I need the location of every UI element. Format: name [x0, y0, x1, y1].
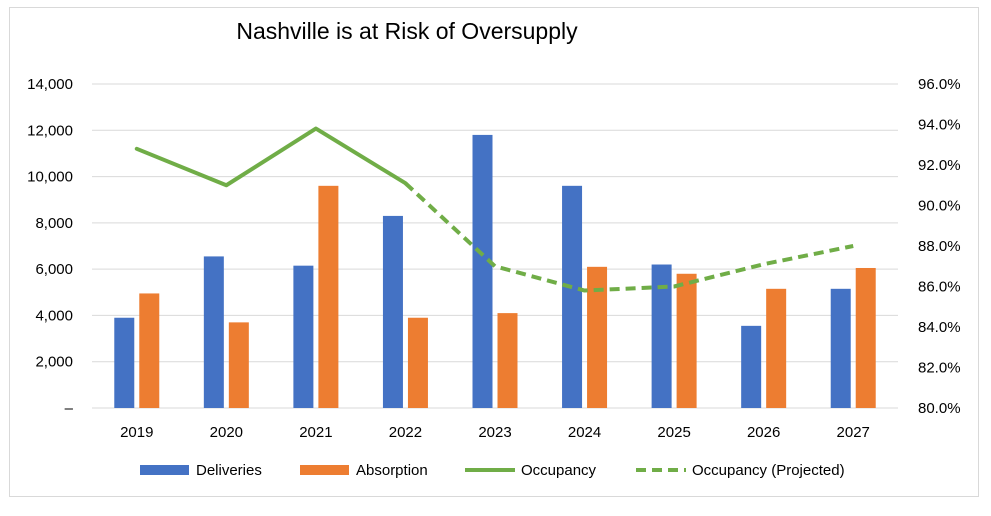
left-tick-label: 4,000: [35, 307, 73, 324]
left-tick-label: 12,000: [27, 122, 73, 139]
bar-deliveries: [830, 288, 851, 408]
line-layer: [134, 126, 854, 293]
bar-absorption: [318, 185, 339, 408]
bar-absorption: [587, 266, 608, 408]
x-tick-label: 2019: [120, 424, 153, 441]
right-tick-label: 96.0%: [918, 76, 961, 93]
left-tick-label: 2,000: [35, 354, 73, 371]
right-tick-label: 82.0%: [918, 360, 961, 377]
line-occupancy-projected-: [404, 181, 854, 293]
bar-absorption: [139, 293, 160, 408]
bar-layer: [114, 134, 876, 408]
bar-deliveries: [741, 325, 762, 408]
bar-deliveries: [651, 264, 672, 408]
x-tick-label: 2020: [210, 424, 243, 441]
x-tick-label: 2021: [299, 424, 332, 441]
legend-label-deliveries: Deliveries: [196, 462, 262, 479]
right-axis: 80.0% 82.0% 84.0% 86.0% 88.0% 90.0% 92.0% 94.0%…: [918, 76, 961, 417]
legend-label-absorption: Absorption: [356, 462, 428, 479]
bar-deliveries: [472, 134, 493, 408]
left-axis: – 2,000 4,000 6,000 8,000 10,000 12,000 14,000: [27, 76, 74, 417]
x-tick-label: 2025: [657, 424, 690, 441]
right-tick-label: 92.0%: [918, 157, 961, 174]
bar-absorption: [407, 317, 428, 408]
right-tick-label: 80.0%: [918, 400, 961, 417]
line-occupancy: [134, 126, 408, 188]
bar-absorption: [676, 273, 697, 408]
bar-absorption: [855, 267, 876, 408]
right-tick-label: 90.0%: [918, 198, 961, 215]
gridlines: [92, 83, 898, 409]
x-tick-label: 2022: [389, 424, 422, 441]
right-tick-label: 86.0%: [918, 279, 961, 296]
x-tick-label: 2026: [747, 424, 780, 441]
left-tick-label: 6,000: [35, 261, 73, 278]
left-tick-label: 8,000: [35, 215, 73, 232]
legend-swatch-deliveries: [140, 465, 189, 475]
right-tick-label: 88.0%: [918, 238, 961, 255]
left-tick-label: –: [65, 400, 74, 417]
x-axis: 2019 2020 2021 2022 2023 2024 2025 2026 2027: [120, 424, 870, 441]
bar-deliveries: [293, 265, 314, 408]
legend-swatch-absorption: [300, 465, 349, 475]
legend-label-occupancy: Occupancy: [521, 462, 597, 479]
bar-deliveries: [203, 256, 224, 408]
right-tick-label: 84.0%: [918, 319, 961, 336]
legend: Deliveries Absorption Occupancy Occupancy (…: [140, 462, 845, 479]
bar-deliveries: [114, 317, 135, 408]
bar-absorption: [228, 322, 249, 408]
left-tick-label: 10,000: [27, 169, 73, 186]
chart-title: Nashville is at Risk of Oversupply: [236, 18, 578, 44]
bar-absorption: [497, 313, 518, 408]
bar-deliveries: [382, 215, 403, 408]
legend-label-occupancy-projected-: Occupancy (Projected): [692, 462, 845, 479]
bar-absorption: [766, 288, 787, 408]
x-tick-label: 2024: [568, 424, 601, 441]
x-tick-label: 2023: [478, 424, 511, 441]
bar-deliveries: [562, 185, 583, 408]
x-tick-label: 2027: [837, 424, 870, 441]
right-tick-label: 94.0%: [918, 117, 961, 134]
left-tick-label: 14,000: [27, 76, 73, 93]
